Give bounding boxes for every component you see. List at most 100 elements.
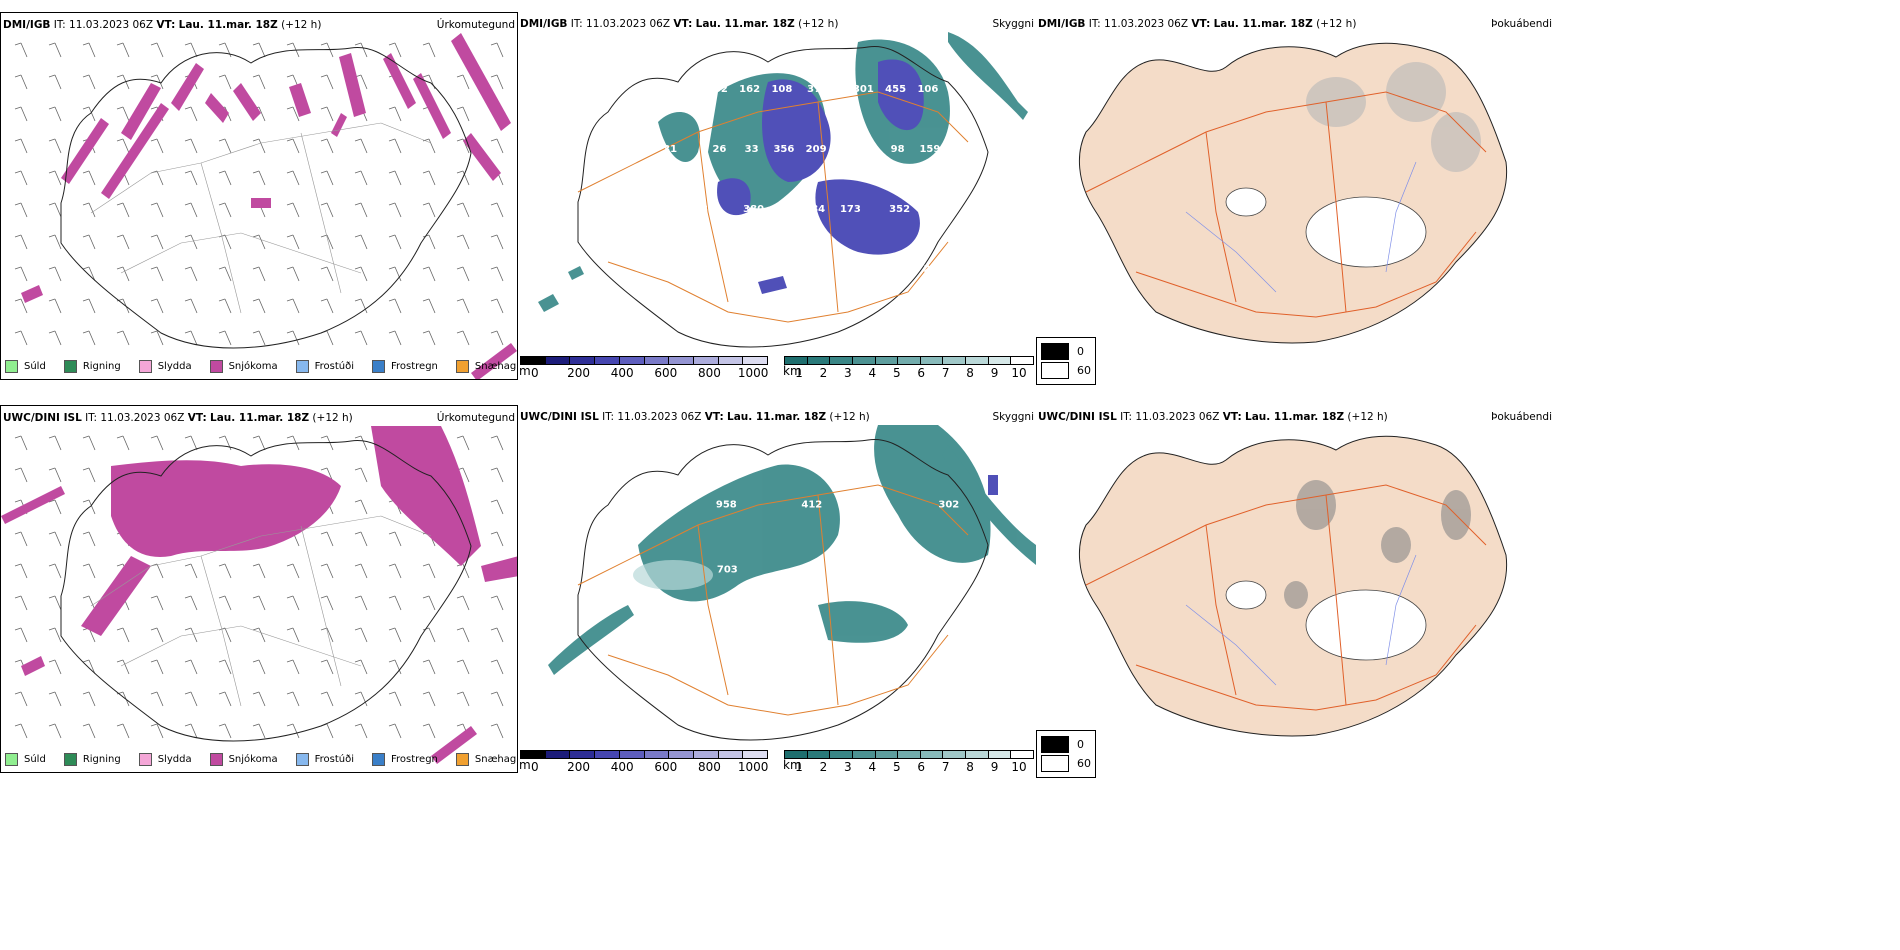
rivers (1185, 161, 1417, 293)
wind-barb (354, 202, 368, 218)
colorbar-segment (830, 751, 853, 758)
wind-barb (252, 723, 266, 739)
wind-barb (252, 42, 266, 58)
wind-barb (82, 170, 96, 186)
wind-barb (218, 298, 232, 314)
colorbar-segment (545, 751, 571, 758)
legend-item: Frostúði (295, 359, 354, 373)
wind-barb (150, 563, 164, 579)
wind-barb (48, 499, 62, 515)
cloudbase-value-label: 173 (840, 204, 861, 215)
wind-barb (354, 298, 368, 314)
legend-item: Slydda (138, 752, 192, 766)
wind-barb (150, 298, 164, 314)
wind-barb (14, 595, 28, 611)
iceland-outline (60, 439, 472, 742)
wind-barb (218, 330, 232, 346)
colorbar-segment (807, 357, 831, 364)
colorbar-segment (966, 751, 989, 758)
wind-barb (422, 298, 436, 314)
wind-barb (490, 723, 504, 739)
cloudbase-value-label: 182 (810, 264, 831, 275)
wind-barb (218, 595, 232, 611)
wind-barb (150, 42, 164, 58)
colorbar-segment (943, 357, 967, 364)
wind-barb (252, 563, 266, 579)
wind-barb (490, 691, 504, 707)
colorbar-tick: 400 (610, 760, 634, 773)
legend-label: Frostregn (391, 753, 438, 765)
wind-barb (490, 202, 504, 218)
wind-barb (48, 170, 62, 186)
colorbar-tick: 7 (941, 366, 950, 380)
legend-swatch (5, 359, 18, 373)
wind-barb (388, 42, 402, 58)
wind-barb (116, 330, 130, 346)
legend-label: Rigning (82, 753, 121, 765)
colorbar-segment (743, 751, 768, 758)
wind-barb (184, 435, 198, 451)
wind-barb (490, 531, 504, 547)
wind-barb (218, 42, 232, 58)
legend-swatch (138, 752, 152, 766)
precip-title-top: DMI/IGB IT: 11.03.2023 06Z VT: Lau. 11.m… (3, 19, 322, 31)
cloudbase-value-label: 209 (806, 144, 827, 155)
cloudbase-value-label: 931 (855, 144, 876, 155)
wind-barb (48, 595, 62, 611)
wind-barb (82, 234, 96, 250)
wind-barb (354, 170, 368, 186)
cloud-label-top: Skyggni (992, 18, 1035, 30)
snow-areas (1, 426, 517, 764)
colorbar-segment (619, 357, 645, 364)
wind-barb (252, 691, 266, 707)
precip-map-top (14, 33, 517, 379)
colorbar-tick: 800 (698, 760, 721, 773)
wind-barb (14, 467, 28, 483)
colorbar-segment (743, 357, 768, 364)
wind-barb (82, 467, 96, 483)
colorbar-segment (693, 751, 719, 758)
colorbar-strip (784, 356, 1034, 365)
wind-barb (82, 330, 96, 346)
iceland-land (1078, 42, 1508, 344)
cloud-map-top: 248 932 162 108 37 301 455 106 31 26 33 356 209 931 98… (538, 32, 1028, 348)
wind-barb (320, 531, 334, 547)
legend-label: Súld (24, 753, 46, 765)
wind-barb (490, 659, 504, 675)
wind-barb (116, 202, 130, 218)
wind-barb (388, 298, 402, 314)
fog-legend-swatch (1041, 362, 1069, 379)
colorbar-segment (943, 751, 967, 758)
colorbar-segment (898, 357, 921, 364)
wind-barb (150, 659, 164, 675)
cloudbase-areas (717, 59, 924, 294)
cloudbase-value-label: 356 (773, 144, 794, 155)
colorbar-strip (520, 750, 768, 759)
legend-label: Rigning (82, 360, 121, 372)
colorbar-segment (545, 357, 571, 364)
legend-swatch (138, 359, 152, 373)
cloudbase-value-label: 159 (919, 144, 940, 155)
wind-barb (388, 691, 402, 707)
wind-barb (252, 627, 266, 643)
wind-barb (320, 234, 334, 250)
fog-legend-label: 0 (1077, 345, 1084, 358)
wind-barb (490, 138, 504, 154)
colorbar-strip (520, 356, 768, 365)
cloudbase-value-label: 427 (939, 565, 960, 576)
legend-label: Frostregn (391, 360, 438, 372)
colorbar-segment (570, 357, 596, 364)
wind-barb (320, 266, 334, 282)
colorbar-segment (669, 751, 694, 758)
legend-swatch (455, 752, 469, 766)
roads-orange (577, 484, 969, 716)
colorbar-segment (644, 357, 670, 364)
wind-barb (184, 106, 198, 122)
cloudbase-value-label: 392 (871, 565, 892, 576)
legend-label: Slydda (157, 753, 192, 765)
fog-legend-row: 60 (1041, 362, 1091, 379)
fog-areas (1284, 480, 1471, 609)
wind-barb (320, 138, 334, 154)
wind-barb (184, 266, 198, 282)
wind-barb (150, 595, 164, 611)
